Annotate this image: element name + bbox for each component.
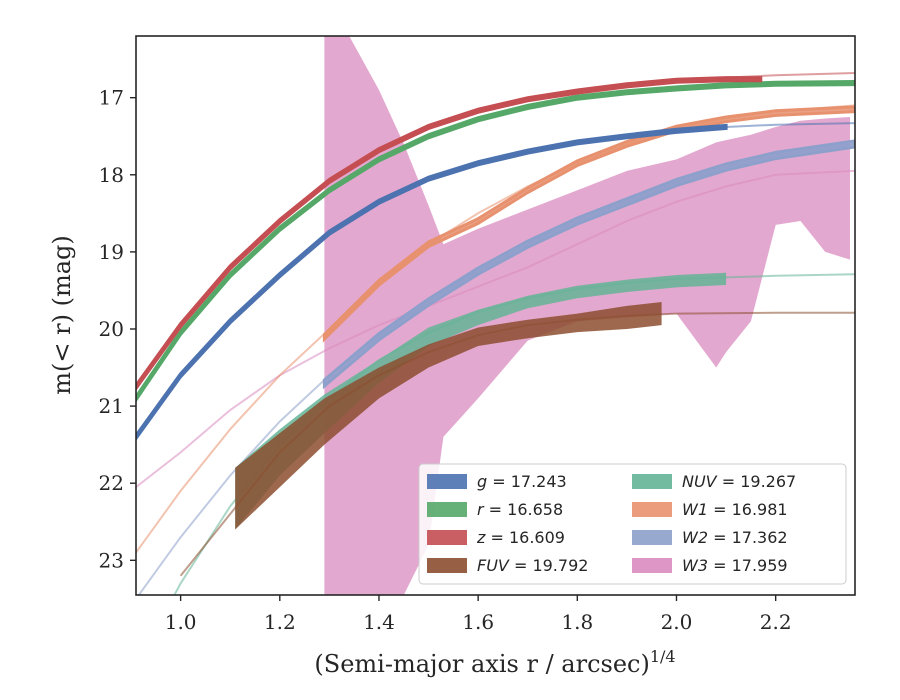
legend-band-value: = 19.792 bbox=[509, 556, 589, 575]
legend-band-name: W2 bbox=[682, 528, 708, 547]
series-z bbox=[136, 72, 855, 391]
y-tick-label: 21 bbox=[99, 394, 124, 418]
data-band-r bbox=[136, 79, 855, 403]
legend-label-nuv: NUV = 19.267 bbox=[682, 472, 796, 491]
legend-label-z: z = 16.609 bbox=[476, 528, 565, 547]
legend-band-value: = 19.267 bbox=[717, 472, 797, 491]
y-tick-label: 17 bbox=[99, 86, 124, 110]
legend-swatch-w3 bbox=[632, 558, 672, 573]
data-band-g bbox=[136, 123, 728, 442]
x-tick-label: 2.2 bbox=[760, 610, 792, 634]
legend-band-value: = 17.362 bbox=[708, 528, 788, 547]
y-axis-label: m(< r) (mag) bbox=[48, 235, 76, 394]
plot-frame bbox=[135, 35, 856, 596]
y-tick-label: 20 bbox=[99, 317, 124, 341]
y-axis: 17 18 19 20 21 22 23 bbox=[99, 86, 136, 572]
legend-label-fuv: FUV = 19.792 bbox=[477, 556, 588, 575]
legend-band-name: r bbox=[477, 500, 485, 519]
series-r bbox=[136, 79, 855, 403]
legend-swatch-fuv bbox=[427, 558, 467, 573]
data-band-z bbox=[136, 76, 763, 391]
legend-band-name: g bbox=[477, 472, 487, 491]
y-tick-label: 19 bbox=[99, 240, 124, 264]
legend-swatch-z bbox=[427, 530, 467, 545]
legend-band-name: FUV bbox=[477, 556, 510, 575]
series-g bbox=[136, 122, 855, 442]
series-layer bbox=[136, 36, 855, 595]
x-axis: 1.0 1.2 1.4 1.6 1.8 2.0 2.2 bbox=[165, 595, 792, 634]
series-fuv bbox=[179, 302, 855, 577]
data-band-w1 bbox=[322, 105, 855, 343]
series-w1 bbox=[136, 104, 855, 554]
data-band-fuv bbox=[235, 302, 662, 530]
x-tick-label: 1.6 bbox=[462, 610, 494, 634]
legend-label-g: g = 17.243 bbox=[477, 472, 567, 491]
legend-band-value: = 16.981 bbox=[708, 500, 788, 519]
legend-band-value: = 17.959 bbox=[708, 556, 788, 575]
legend-band-value: = 17.243 bbox=[487, 472, 567, 491]
legend-swatch-w1 bbox=[632, 502, 672, 517]
legend-label-w1: W1 = 16.981 bbox=[682, 500, 788, 519]
series-w2 bbox=[137, 139, 855, 595]
legend-swatch-nuv bbox=[632, 474, 672, 489]
legend-label-w3: W3 = 17.959 bbox=[682, 556, 788, 575]
legend-swatch-r bbox=[427, 502, 467, 517]
x-tick-label: 1.2 bbox=[264, 610, 296, 634]
y-tick-label: 22 bbox=[99, 471, 124, 495]
legend-swatch-w2 bbox=[632, 530, 672, 545]
x-tick-label: 1.4 bbox=[363, 610, 395, 634]
legend-band-name: z bbox=[476, 528, 486, 547]
x-axis-label: (Semi-major axis r / arcsec)1/4 bbox=[314, 647, 675, 678]
legend-swatch-g bbox=[427, 474, 467, 489]
x-tick-label: 1.8 bbox=[561, 610, 593, 634]
x-tick-label: 1.0 bbox=[165, 610, 197, 634]
legend-band-name: W1 bbox=[682, 500, 708, 519]
legend-band-value: = 16.609 bbox=[485, 528, 565, 547]
legend-band-name: NUV bbox=[682, 472, 718, 491]
x-tick-label: 2.0 bbox=[661, 610, 693, 634]
legend-band-name: W3 bbox=[682, 556, 708, 575]
y-tick-label: 23 bbox=[99, 548, 124, 572]
x-axis-label-main: (Semi-major axis r / arcsec) bbox=[314, 650, 649, 678]
data-band-w2 bbox=[322, 139, 855, 390]
x-axis-label-sup: 1/4 bbox=[650, 647, 676, 666]
y-tick-label: 18 bbox=[99, 163, 124, 187]
legend-box bbox=[418, 463, 847, 585]
legend-band-value: = 16.658 bbox=[484, 500, 564, 519]
legend-label-r: r = 16.658 bbox=[477, 500, 563, 519]
legend-label-w2: W2 = 17.362 bbox=[682, 528, 788, 547]
